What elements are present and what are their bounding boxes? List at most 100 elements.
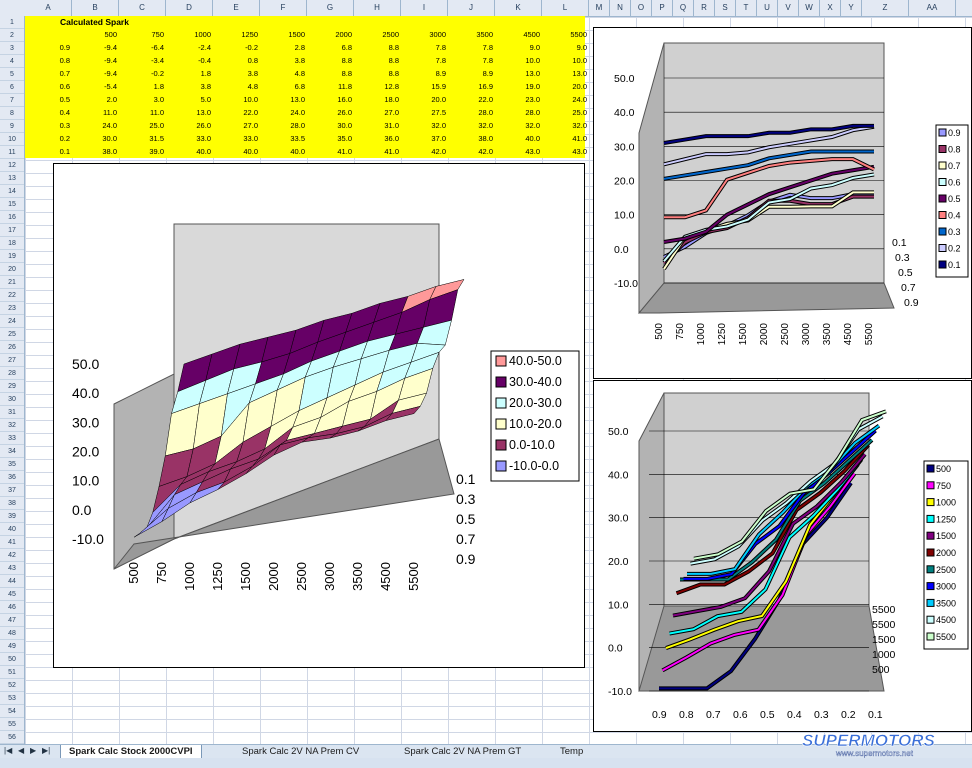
row-header[interactable]: 16 [0,211,24,224]
column-header-o[interactable]: O [631,0,652,16]
value-cell[interactable]: 33.0 [243,134,258,143]
row-header[interactable]: 32 [0,419,24,432]
value-cell[interactable]: -0.4 [198,56,211,65]
row-header[interactable]: 47 [0,614,24,627]
row-header[interactable]: 39 [0,510,24,523]
row-header[interactable]: 45 [0,588,24,601]
value-cell[interactable]: 3.8 [200,82,211,91]
row-header[interactable]: 33 [0,432,24,445]
row-header[interactable]: 30 [0,393,24,406]
rpm-header-cell[interactable]: 1500 [288,30,305,39]
rpm-header-cell[interactable]: 4500 [523,30,540,39]
value-cell[interactable]: 16.0 [337,95,352,104]
value-cell[interactable]: -5.4 [104,82,117,91]
row-header[interactable]: 53 [0,692,24,705]
value-cell[interactable]: 10.0 [243,95,258,104]
value-cell[interactable]: 11.0 [102,108,117,117]
value-cell[interactable]: 32.0 [478,121,493,130]
value-cell[interactable]: 1.8 [200,69,211,78]
value-cell[interactable]: 13.0 [290,95,305,104]
value-cell[interactable]: 6.8 [341,43,352,52]
column-header-j[interactable]: J [448,0,495,16]
column-header-aa[interactable]: AA [909,0,956,16]
column-header-k[interactable]: K [495,0,542,16]
value-cell[interactable]: 25.0 [572,108,587,117]
row-header[interactable]: 13 [0,172,24,185]
rpm-header-cell[interactable]: 3000 [429,30,446,39]
row-header[interactable]: 41 [0,536,24,549]
value-cell[interactable]: 18.0 [384,95,399,104]
value-cell[interactable]: -9.4 [104,56,117,65]
value-cell[interactable]: 27.0 [243,121,258,130]
value-cell[interactable]: 24.0 [572,95,587,104]
value-cell[interactable]: 43.0 [572,147,587,156]
row-header[interactable]: 9 [0,120,24,133]
load-cell[interactable]: 0.9 [59,43,70,52]
row-header[interactable]: 27 [0,354,24,367]
load-cell[interactable]: 0.6 [59,82,70,91]
sheet-title[interactable]: Calculated Spark [60,17,129,27]
value-cell[interactable]: 3.8 [247,69,258,78]
row-header[interactable]: 44 [0,575,24,588]
last-sheet-icon[interactable]: ▶| [42,746,51,755]
column-header-i[interactable]: I [401,0,448,16]
value-cell[interactable]: 8.8 [388,56,399,65]
row-header[interactable]: 20 [0,263,24,276]
value-cell[interactable]: 23.0 [525,95,540,104]
load-cell[interactable]: 0.7 [59,69,70,78]
row-header[interactable]: 51 [0,666,24,679]
row-header[interactable]: 11 [0,146,24,159]
column-header-z[interactable]: Z [862,0,909,16]
value-cell[interactable]: -3.4 [151,56,164,65]
row-header[interactable]: 6 [0,81,24,94]
value-cell[interactable]: 26.0 [196,121,211,130]
value-cell[interactable]: 8.9 [435,69,446,78]
value-cell[interactable]: 10.0 [572,56,587,65]
load-cell[interactable]: 0.3 [59,121,70,130]
row-header[interactable]: 21 [0,276,24,289]
value-cell[interactable]: -9.4 [104,43,117,52]
row-header[interactable]: 19 [0,250,24,263]
value-cell[interactable]: -0.2 [151,69,164,78]
row-header[interactable]: 29 [0,380,24,393]
value-cell[interactable]: 22.0 [243,108,258,117]
value-cell[interactable]: 7.8 [482,56,493,65]
value-cell[interactable]: 27.0 [384,108,399,117]
value-cell[interactable]: 8.8 [341,56,352,65]
value-cell[interactable]: 42.0 [431,147,446,156]
value-cell[interactable]: 9.0 [576,43,587,52]
value-cell[interactable]: 13.0 [196,108,211,117]
value-cell[interactable]: 2.8 [294,43,305,52]
value-cell[interactable]: 40.0 [196,147,211,156]
row-header[interactable]: 34 [0,445,24,458]
load-cell[interactable]: 0.1 [59,147,70,156]
value-cell[interactable]: 24.0 [102,121,117,130]
load-cell[interactable]: 0.4 [59,108,70,117]
value-cell[interactable]: 20.0 [572,82,587,91]
value-cell[interactable]: 31.5 [149,134,164,143]
value-cell[interactable]: 3.0 [153,95,164,104]
column-header-q[interactable]: Q [673,0,694,16]
value-cell[interactable]: 3.8 [294,56,305,65]
load-cell[interactable]: 0.2 [59,134,70,143]
row-header[interactable]: 24 [0,315,24,328]
value-cell[interactable]: 40.0 [243,147,258,156]
column-header-d[interactable]: D [166,0,213,16]
row-header[interactable]: 3 [0,42,24,55]
value-cell[interactable]: 30.0 [337,121,352,130]
value-cell[interactable]: 11.8 [337,82,352,91]
value-cell[interactable]: 5.0 [200,95,211,104]
tab-spark-calc-2v-gt[interactable]: Spark Calc 2V NA Prem GT [404,746,522,757]
column-header-h[interactable]: H [354,0,401,16]
column-header-s[interactable]: S [715,0,736,16]
tab-spark-calc-stock[interactable]: Spark Calc Stock 2000CVPI [60,745,202,759]
value-cell[interactable]: 1.8 [153,82,164,91]
prev-sheet-icon[interactable]: ◀ [18,746,25,755]
value-cell[interactable]: 28.0 [478,108,493,117]
value-cell[interactable]: 4.8 [247,82,258,91]
column-header-v[interactable]: V [778,0,799,16]
row-header[interactable]: 1 [0,16,24,29]
value-cell[interactable]: 9.0 [529,43,540,52]
value-cell[interactable]: 35.0 [337,134,352,143]
row-header[interactable]: 5 [0,68,24,81]
